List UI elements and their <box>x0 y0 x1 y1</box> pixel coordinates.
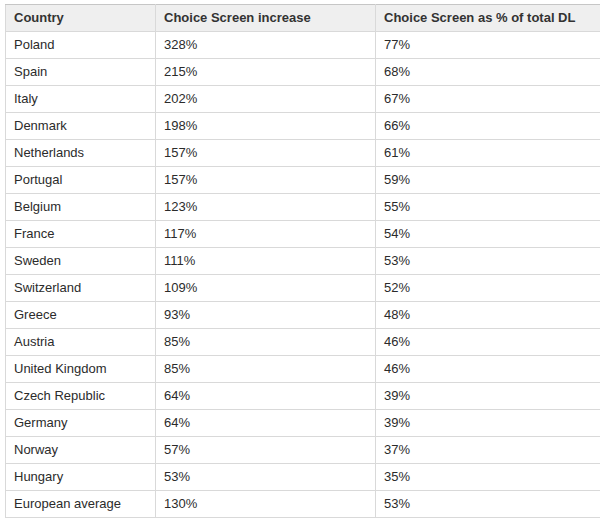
pct-total-cell: 77% <box>376 32 600 59</box>
country-cell: Hungary <box>6 464 156 491</box>
country-cell: European average <box>6 491 156 518</box>
country-cell: Norway <box>6 437 156 464</box>
increase-cell: 123% <box>156 194 376 221</box>
table-row: Netherlands 157% 61% <box>6 140 600 167</box>
increase-cell: 85% <box>156 329 376 356</box>
pct-total-cell: 54% <box>376 221 600 248</box>
increase-cell: 202% <box>156 86 376 113</box>
increase-cell: 93% <box>156 302 376 329</box>
pct-total-cell: 61% <box>376 140 600 167</box>
table-row: Belgium 123% 55% <box>6 194 600 221</box>
country-cell: Germany <box>6 410 156 437</box>
table-row: Greece 93% 48% <box>6 302 600 329</box>
pct-total-cell: 52% <box>376 275 600 302</box>
increase-cell: 85% <box>156 356 376 383</box>
country-cell: Sweden <box>6 248 156 275</box>
pct-total-cell: 53% <box>376 491 600 518</box>
table-row: Denmark 198% 66% <box>6 113 600 140</box>
choice-screen-stats-table: Country Choice Screen increase Choice Sc… <box>5 4 600 518</box>
increase-cell: 117% <box>156 221 376 248</box>
increase-cell: 215% <box>156 59 376 86</box>
pct-total-cell: 46% <box>376 356 600 383</box>
table-header: Country Choice Screen increase Choice Sc… <box>6 5 600 32</box>
table-row: Germany 64% 39% <box>6 410 600 437</box>
pct-total-cell: 35% <box>376 464 600 491</box>
pct-total-cell: 39% <box>376 410 600 437</box>
increase-cell: 109% <box>156 275 376 302</box>
table-row: European average 130% 53% <box>6 491 600 518</box>
pct-total-cell: 53% <box>376 248 600 275</box>
header-row: Country Choice Screen increase Choice Sc… <box>6 5 600 32</box>
table-row: Switzerland 109% 52% <box>6 275 600 302</box>
table-row: Portugal 157% 59% <box>6 167 600 194</box>
increase-cell: 157% <box>156 167 376 194</box>
pct-total-cell: 37% <box>376 437 600 464</box>
col-header-increase: Choice Screen increase <box>156 5 376 32</box>
country-cell: France <box>6 221 156 248</box>
country-cell: Portugal <box>6 167 156 194</box>
table-row: Norway 57% 37% <box>6 437 600 464</box>
country-cell: Italy <box>6 86 156 113</box>
table-row: France 117% 54% <box>6 221 600 248</box>
col-header-country: Country <box>6 5 156 32</box>
increase-cell: 130% <box>156 491 376 518</box>
table-row: Spain 215% 68% <box>6 59 600 86</box>
pct-total-cell: 68% <box>376 59 600 86</box>
pct-total-cell: 59% <box>376 167 600 194</box>
table-row: Austria 85% 46% <box>6 329 600 356</box>
country-cell: Greece <box>6 302 156 329</box>
country-cell: Poland <box>6 32 156 59</box>
choice-screen-table-container: Country Choice Screen increase Choice Sc… <box>5 4 600 518</box>
increase-cell: 64% <box>156 383 376 410</box>
country-cell: Spain <box>6 59 156 86</box>
increase-cell: 198% <box>156 113 376 140</box>
table-row: Hungary 53% 35% <box>6 464 600 491</box>
increase-cell: 111% <box>156 248 376 275</box>
country-cell: Netherlands <box>6 140 156 167</box>
table-row: Italy 202% 67% <box>6 86 600 113</box>
country-cell: Switzerland <box>6 275 156 302</box>
col-header-pct-total: Choice Screen as % of total DL <box>376 5 600 32</box>
increase-cell: 328% <box>156 32 376 59</box>
increase-cell: 157% <box>156 140 376 167</box>
country-cell: Denmark <box>6 113 156 140</box>
pct-total-cell: 55% <box>376 194 600 221</box>
table-row: Sweden 111% 53% <box>6 248 600 275</box>
table-row: Czech Republic 64% 39% <box>6 383 600 410</box>
increase-cell: 57% <box>156 437 376 464</box>
country-cell: Czech Republic <box>6 383 156 410</box>
country-cell: United Kingdom <box>6 356 156 383</box>
table-row: Poland 328% 77% <box>6 32 600 59</box>
pct-total-cell: 46% <box>376 329 600 356</box>
pct-total-cell: 66% <box>376 113 600 140</box>
increase-cell: 53% <box>156 464 376 491</box>
table-row: United Kingdom 85% 46% <box>6 356 600 383</box>
pct-total-cell: 48% <box>376 302 600 329</box>
country-cell: Austria <box>6 329 156 356</box>
country-cell: Belgium <box>6 194 156 221</box>
increase-cell: 64% <box>156 410 376 437</box>
pct-total-cell: 39% <box>376 383 600 410</box>
pct-total-cell: 67% <box>376 86 600 113</box>
table-body: Poland 328% 77% Spain 215% 68% Italy 202… <box>6 32 600 518</box>
